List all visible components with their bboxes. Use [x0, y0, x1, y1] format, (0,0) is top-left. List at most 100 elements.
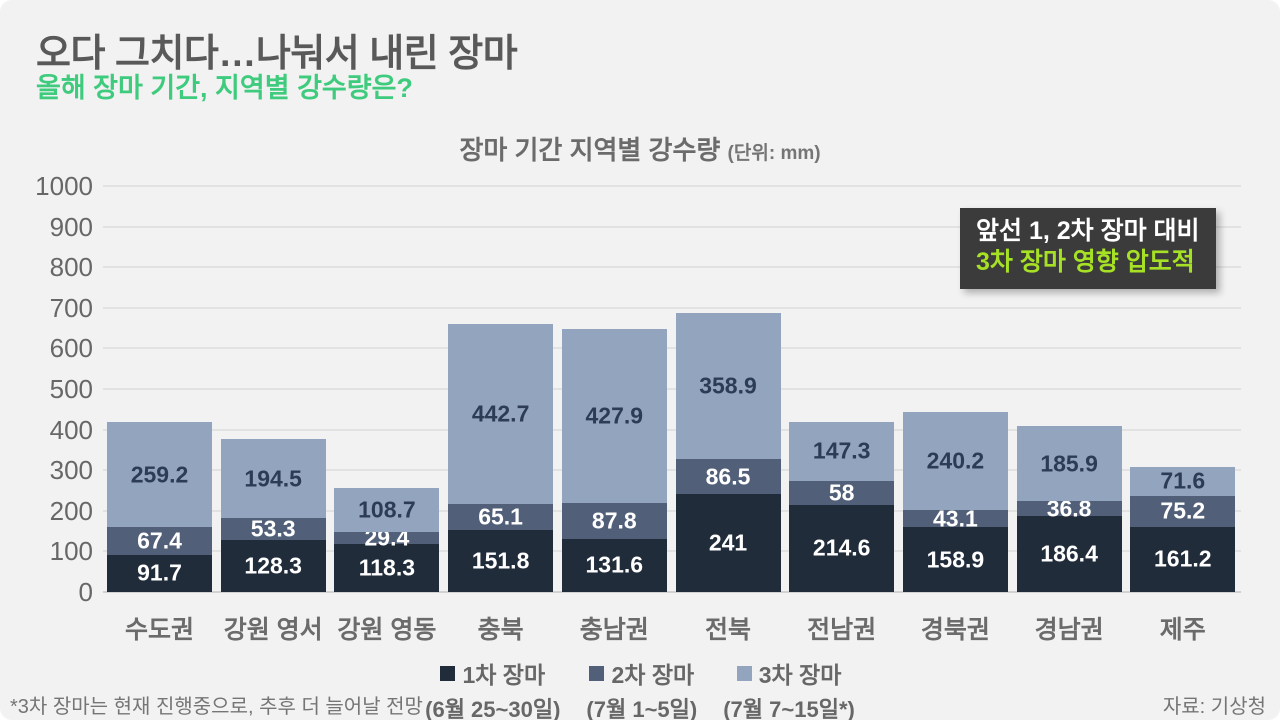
gridline	[103, 347, 1241, 350]
bar-segment-1차 장마	[107, 554, 212, 592]
bar-value-label: 158.9	[926, 546, 985, 573]
bar-segment-2차 장마	[448, 503, 554, 531]
bar-value-label: 358.9	[699, 372, 757, 399]
bar-value-label: 259.2	[130, 461, 189, 488]
gridline	[103, 428, 1241, 431]
y-axis-tick-label: 200	[49, 495, 93, 526]
bar-value-label: 118.3	[358, 554, 416, 581]
bar-segment-2차 장마	[902, 509, 1008, 528]
bar-segment-3차 장마	[334, 487, 440, 533]
bar-value-label: 71.6	[1160, 467, 1206, 494]
bar-value-label: 87.8	[591, 507, 637, 534]
gridline	[103, 591, 1241, 593]
bar-segment-1차 장마	[789, 504, 895, 592]
chart-title-text: 장마 기간 지역별 강수량	[459, 135, 721, 165]
chart-legend: 1차 장마 (6월 25~30일) 2차 장마 (7월 1~5일) 3차 장마 (7월 7…	[0, 656, 1280, 720]
chart-title: 장마 기간 지역별 강수량 (단위: mm)	[0, 130, 1280, 167]
bar-segment-2차 장마	[675, 459, 781, 495]
bar-segment-1차 장마	[1130, 526, 1236, 592]
legend-item: 1차 장마 (6월 25~30일)	[425, 656, 560, 720]
gridline	[103, 550, 1241, 553]
bar-value-label: 108.7	[358, 496, 416, 523]
bar-segment-1차 장마	[561, 538, 667, 592]
legend-dates: (7월 7~15일*)	[723, 697, 855, 720]
legend-item: 2차 장마 (7월 1~5일)	[586, 656, 697, 720]
bar-segment-3차 장마	[1130, 466, 1236, 496]
bar-segment-1차 장마	[1016, 516, 1122, 592]
bar-segment-1차 장마	[334, 543, 440, 592]
legend-name: 3차 장마	[758, 662, 842, 688]
bar-segment-1차 장마	[902, 527, 1008, 592]
bar-value-label: 214.6	[812, 534, 871, 561]
annotation-callout: 앞선 1, 2차 장마 대비 3차 장마 영향 압도적	[960, 208, 1216, 289]
x-axis-label: 강원 영동	[337, 616, 437, 644]
y-axis-tick-label: 100	[49, 536, 93, 567]
page-subtitle: 올해 장마 기간, 지역별 강수량은?	[36, 73, 413, 103]
bar-segment-3차 장마	[675, 313, 781, 460]
bar-value-label: 131.6	[585, 551, 644, 578]
bar-value-label: 67.4	[137, 527, 182, 554]
legend-dates: (6월 25~30일)	[425, 697, 561, 720]
y-axis-tick-label: 700	[49, 292, 93, 323]
bar-value-label: 240.2	[926, 447, 985, 474]
x-axis-label: 수도권	[124, 616, 194, 644]
gridline	[103, 509, 1241, 512]
x-axis-label: 전북	[704, 616, 751, 644]
bar-segment-2차 장마	[1130, 496, 1236, 527]
annotation-line-1: 앞선 1, 2차 장마 대비	[976, 217, 1200, 245]
bar-value-label: 186.4	[1040, 540, 1098, 567]
bar-segment-3차 장마	[220, 439, 326, 519]
page-title: 오다 그치다…나눠서 내린 장마	[36, 33, 518, 75]
bar-segment-3차 장마	[107, 422, 212, 528]
bar-segment-2차 장마	[107, 527, 212, 555]
y-axis-tick-label: 800	[49, 252, 93, 283]
bar-segment-1차 장마	[220, 539, 326, 592]
gridline	[103, 388, 1241, 390]
bar-segment-3차 장마	[902, 412, 1008, 510]
gridline	[103, 306, 1241, 309]
bar-value-label: 65.1	[478, 503, 523, 530]
bar-value-label: 185.9	[1040, 450, 1098, 477]
bar-segment-2차 장마	[220, 518, 326, 540]
bar-value-label: 86.5	[705, 463, 751, 490]
bar-value-label: 128.3	[244, 552, 302, 579]
bar-value-label: 442.7	[471, 400, 530, 427]
bar-value-label: 151.8	[471, 547, 530, 574]
x-axis-label: 강원 영서	[223, 616, 323, 644]
legend-swatch	[440, 665, 456, 681]
y-axis-tick-label: 1000	[35, 171, 93, 201]
y-axis-tick-label: 500	[49, 374, 93, 404]
x-axis-label: 경북권	[920, 616, 990, 644]
legend-item: 3차 장마 (7월 7~15일*)	[723, 656, 855, 720]
gridline	[103, 469, 1241, 472]
legend-item-top: 2차 장마	[589, 656, 694, 690]
bar-segment-3차 장마	[561, 329, 667, 503]
y-axis-tick-label: 400	[49, 414, 93, 445]
y-axis-tick-label: 600	[49, 333, 93, 364]
bar-segment-2차 장마	[334, 532, 440, 544]
x-axis-label: 전남권	[807, 616, 877, 644]
bar-segment-2차 장마	[789, 481, 895, 505]
bar-segment-3차 장마	[789, 421, 895, 482]
bar-value-label: 161.2	[1154, 545, 1212, 572]
chart-unit-label: (단위: mm)	[727, 143, 821, 164]
legend-swatch	[589, 665, 605, 681]
bar-value-label: 147.3	[812, 437, 871, 464]
y-axis-tick-label: 300	[49, 455, 93, 486]
x-axis-label: 경남권	[1034, 616, 1104, 644]
y-axis-tick-label: 900	[49, 211, 93, 242]
legend-item-top: 3차 장마	[736, 656, 842, 690]
bar-value-label: 75.2	[1160, 497, 1206, 524]
footnote: *3차 장마는 현재 진행중으로, 추후 더 늘어날 전망	[10, 696, 423, 718]
bar-value-label: 91.7	[137, 559, 182, 586]
gridline	[103, 185, 1241, 187]
legend-name: 2차 장마	[611, 662, 695, 688]
bar-value-label: 427.9	[585, 402, 644, 429]
bar-value-label: 58	[828, 479, 855, 506]
bar-segment-2차 장마	[561, 502, 667, 539]
bar-value-label: 194.5	[244, 465, 302, 492]
bar-value-label: 241	[708, 529, 748, 556]
bar-segment-1차 장마	[675, 494, 781, 592]
x-axis-label: 충남권	[579, 616, 649, 644]
